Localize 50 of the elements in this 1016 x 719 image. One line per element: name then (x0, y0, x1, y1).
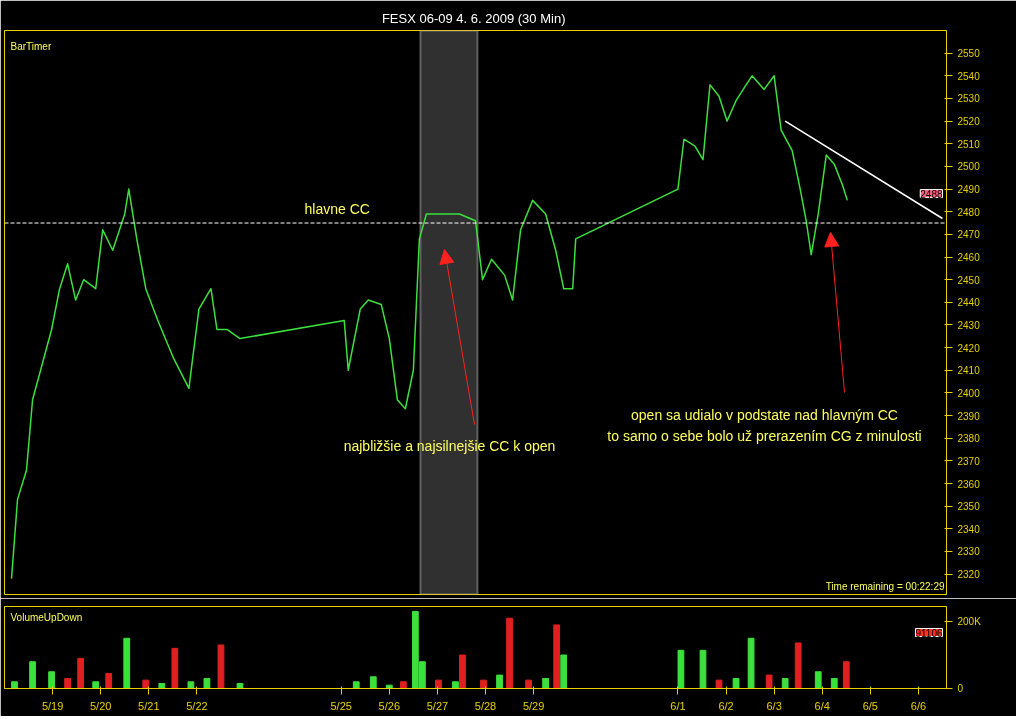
x-tick-label: 5/28 (474, 699, 497, 712)
x-tick-label: 6/3 (766, 699, 782, 712)
x-tick-label: 5/29 (522, 699, 545, 712)
annotation: najbližšie a najsilnejšie CC k open (343, 437, 556, 454)
x-tick-label: 6/6 (910, 699, 927, 712)
y-tick-label: 2430 (957, 319, 981, 331)
y-tick-label: 2360 (957, 478, 981, 490)
chart-title: FESX 06-09 4. 6. 2009 (30 Min) (381, 10, 566, 26)
x-tick-label: 5/25 (330, 699, 352, 712)
y-tick-label: 2380 (957, 433, 981, 445)
y-tick-label: 2370 (957, 455, 981, 467)
y-tick-label: 0 (957, 683, 964, 694)
y-tick-label: 2470 (957, 229, 981, 241)
y-tick-label: 2460 (957, 252, 981, 264)
x-tick-label: 6/5 (862, 699, 878, 712)
y-tick-label: 2500 (957, 161, 981, 173)
annotation: 2488 (920, 188, 943, 200)
y-tick-label: 200K (957, 616, 982, 628)
ref-line-label: hlavne CC (304, 201, 370, 218)
x-tick-label: 6/4 (814, 699, 830, 712)
y-tick-label: 2510 (957, 138, 981, 150)
y-tick-label: 2390 (957, 410, 981, 422)
y-tick-label: 2340 (957, 523, 981, 535)
y-tick-label: 2480 (957, 206, 981, 218)
x-tick-label: 5/27 (426, 699, 449, 712)
y-tick-label: 2400 (957, 387, 981, 399)
y-tick-label: 2410 (957, 365, 981, 377)
annotation: Time remaining = 00:22:29 (825, 581, 945, 592)
annotation: BarTimer (10, 41, 52, 52)
y-tick-label: 2530 (957, 93, 981, 105)
y-tick-label: 2540 (957, 70, 981, 82)
y-tick-label: 2420 (957, 342, 981, 354)
x-tick-label: 6/1 (670, 699, 686, 712)
y-tick-label: 2450 (957, 274, 981, 286)
y-tick-label: 2440 (957, 297, 981, 309)
text: VolumeUpDown (10, 611, 83, 623)
y-tick-label: 2550 (957, 48, 981, 60)
y-tick-label: 2490 (957, 184, 981, 196)
annotation: open sa udialo v podstate nad hlavným CC to samo o sebe bolo už prerazením CG z minulosti (607, 406, 922, 444)
x-tick-label: 6/2 (718, 699, 734, 712)
x-tick-label: 5/26 (378, 699, 401, 712)
x-tick-label: 5/20 (90, 699, 112, 712)
x-tick-label: 5/22 (186, 699, 208, 712)
y-tick-label: 2520 (957, 116, 981, 128)
y-tick-label: 2330 (957, 546, 981, 558)
x-tick-label: 5/19 (41, 699, 64, 712)
x-tick-label: 5/21 (138, 699, 160, 712)
annotation: 91106 (915, 627, 943, 639)
y-tick-label: 2320 (957, 569, 981, 581)
y-tick-label: 2350 (957, 501, 981, 513)
